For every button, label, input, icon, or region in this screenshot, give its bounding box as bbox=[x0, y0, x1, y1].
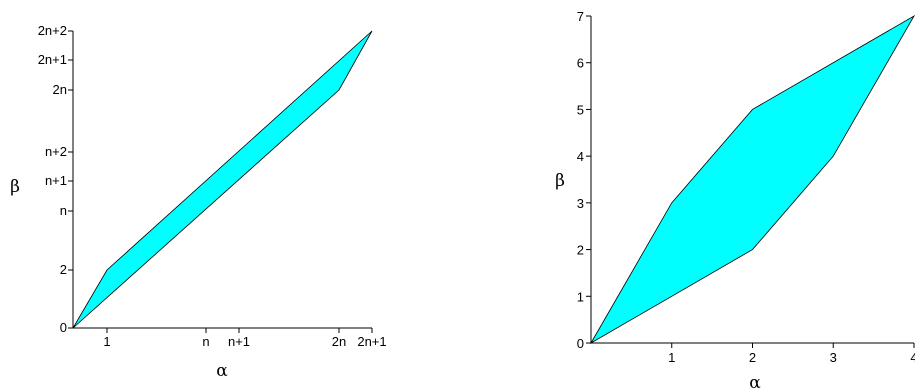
x-tick-label: 1 bbox=[668, 350, 675, 365]
y-tick-label: 3 bbox=[577, 196, 584, 211]
y-tick-label: n+1 bbox=[45, 173, 67, 188]
x-tick-label: 3 bbox=[830, 350, 837, 365]
y-axis-title: β bbox=[555, 171, 565, 191]
y-tick-label: 7 bbox=[577, 9, 584, 24]
x-tick-label: n+1 bbox=[228, 334, 250, 349]
x-tick-label: 2n+1 bbox=[357, 334, 386, 349]
x-tick-label: n bbox=[202, 334, 209, 349]
y-tick-label: 0 bbox=[577, 336, 584, 351]
y-tick-label: 2n bbox=[53, 82, 67, 97]
x-axis-title: α bbox=[216, 361, 228, 381]
y-tick-label: n bbox=[60, 203, 67, 218]
y-axis-title: β bbox=[10, 177, 20, 197]
y-tick-label: 2 bbox=[60, 262, 67, 277]
y-tick-label: 2 bbox=[577, 243, 584, 258]
x-tick-label: 2 bbox=[749, 350, 756, 365]
y-tick-label: 4 bbox=[577, 149, 584, 164]
y-tick-label: 6 bbox=[577, 56, 584, 71]
x-tick-label: 4 bbox=[910, 350, 915, 365]
chart-2: 0 1 2 3 4 5 6 7 1 2 3 4 α β bbox=[555, 9, 915, 392]
x-tick-label: 2n bbox=[332, 334, 346, 349]
y-tick-label: 5 bbox=[577, 102, 584, 117]
x-axis-title: α bbox=[749, 373, 761, 392]
y-tick-label: 2n+1 bbox=[38, 52, 67, 67]
region-polygon bbox=[589, 14, 915, 345]
y-tick-label: n+2 bbox=[45, 144, 67, 159]
y-tick-label: 2n+2 bbox=[38, 23, 67, 38]
x-tick-label: 1 bbox=[103, 334, 110, 349]
region-polygon bbox=[72, 30, 373, 329]
y-tick-label: 1 bbox=[577, 289, 584, 304]
y-tick-label: 0 bbox=[60, 320, 67, 335]
